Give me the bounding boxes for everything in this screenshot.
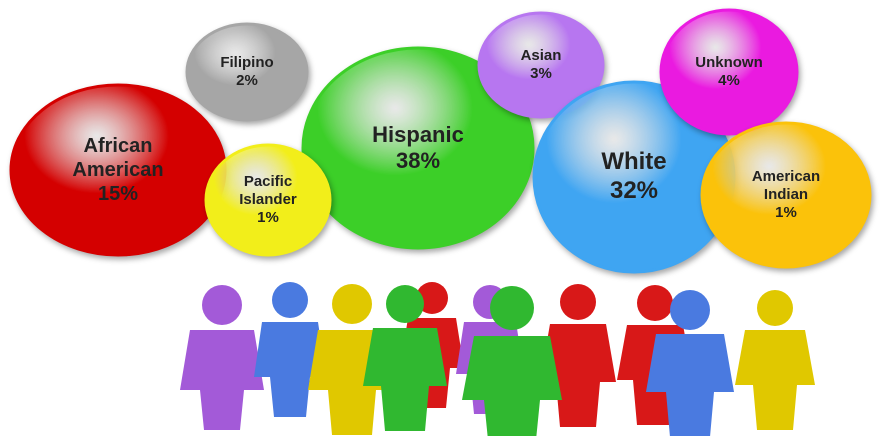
- category-label: Pacific Islander: [223, 173, 313, 209]
- category-label: Filipino: [220, 54, 273, 72]
- value-label: 38%: [396, 148, 440, 174]
- value-label: 15%: [98, 182, 138, 206]
- category-label: American Indian: [736, 168, 836, 204]
- value-label: 3%: [530, 65, 552, 83]
- value-label: 2%: [236, 72, 258, 90]
- value-label: 32%: [610, 177, 658, 206]
- category-label: African American: [48, 134, 188, 182]
- category-label: Hispanic: [372, 122, 464, 148]
- category-label: Unknown: [695, 54, 763, 72]
- value-label: 4%: [718, 72, 740, 90]
- value-label: 1%: [257, 209, 279, 227]
- category-label: White: [601, 148, 666, 177]
- value-label: 1%: [775, 204, 797, 222]
- infographic: Filipino2%African American15%Hispanic38%…: [0, 0, 882, 436]
- category-label: Asian: [521, 47, 562, 65]
